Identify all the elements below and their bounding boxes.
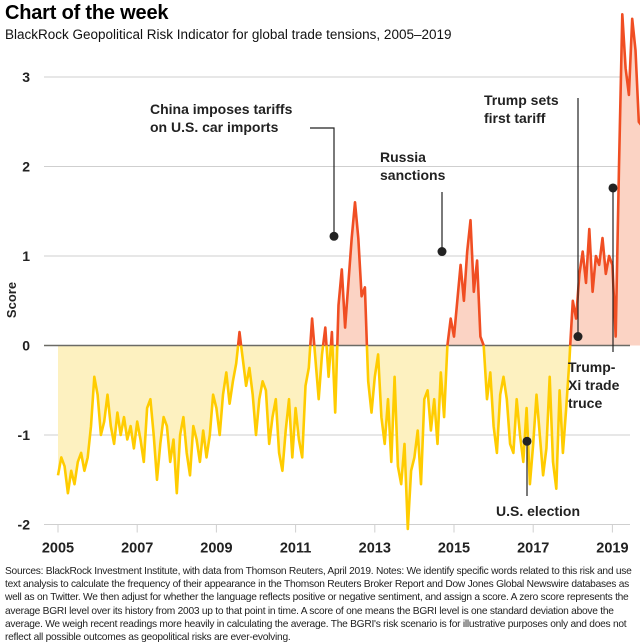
positive-area [337,202,367,346]
annotation-label: Trump sets [484,92,559,108]
x-tick-label: 2005 [42,541,74,557]
negative-series-line [331,345,339,414]
positive-series-line [329,330,334,346]
x-tick-label: 2019 [596,541,628,557]
annotation-leader [310,127,335,237]
y-axis-label: Score [4,282,19,318]
positive-series-line [309,317,316,346]
negative-series-line [325,345,333,379]
footnote: Sources: BlackRock Investment Institute,… [5,566,632,644]
x-tick-label: 2009 [200,541,232,557]
y-tick-label: 2 [22,159,30,175]
annotation-dot [522,436,532,446]
annotation-dot [329,231,339,241]
x-tick-label: 2007 [121,541,153,557]
positive-series-line [321,326,328,346]
chart-subtitle: BlackRock Geopolitical Risk Indicator fo… [5,27,452,42]
x-tick-label: 2017 [517,541,549,557]
annotation-label: Xi trade [568,377,620,393]
negative-series-line [482,345,572,490]
annotation-dot [608,183,618,193]
positive-series-line [236,330,243,346]
y-tick-label: 1 [22,248,30,264]
negative-series-line [56,345,240,495]
annotation-label: on U.S. car imports [150,119,279,135]
annotation-label: truce [568,395,602,411]
negative-area [58,345,239,494]
negative-series-line [239,345,312,473]
negative-series-line [313,345,325,401]
chart-plot: China imposes tariffs on U.S. car imports… [4,13,640,557]
annotation-dot [437,247,447,257]
x-tick-label: 2015 [438,541,470,557]
x-tick-label: 2013 [359,541,391,557]
annotation-label: U.S. election [496,503,580,519]
y-tick-label: 3 [22,69,30,85]
positive-series-line [336,201,369,346]
positive-series-line [568,13,640,346]
annotation-label: China imposes tariffs [150,101,293,117]
annotation-label: sanctions [380,167,446,183]
negative-series-line [365,345,449,531]
annotation-label: Trump- [568,359,616,375]
y-tick-label: 0 [22,338,30,354]
y-tick-label: -1 [18,427,31,443]
y-tick-label: -2 [18,517,31,533]
chart-title: Chart of the week [5,2,169,24]
negative-area [366,345,448,529]
x-tick-label: 2011 [280,541,311,557]
annotation-label: Russia [380,149,426,165]
annotation-label: first tariff [484,110,546,126]
positive-series-line [446,218,485,346]
annotation-dot [573,332,583,342]
